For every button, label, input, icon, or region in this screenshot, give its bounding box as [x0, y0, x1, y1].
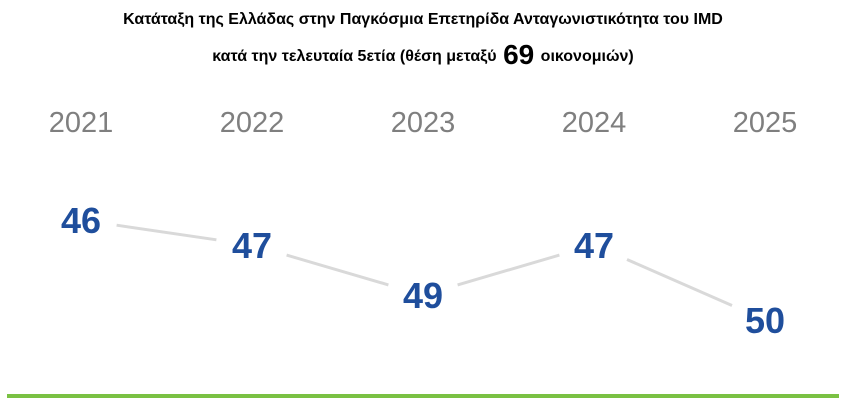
subtitle-text-start: κατά την τελευταία 5ετία (θέση μεταξύ — [212, 48, 497, 65]
connector-lines — [116, 223, 733, 307]
green-baseline — [7, 394, 839, 398]
year-labels: 2021 2022 2023 2024 2025 — [49, 107, 798, 139]
year-label-2023: 2023 — [391, 107, 456, 139]
rank-value-2022: 47 — [232, 225, 272, 266]
connector-2024-2025 — [626, 258, 733, 307]
chart-title: Κατάταξη της Ελλάδας στην Παγκόσμια Επετ… — [123, 11, 723, 28]
rank-value-2024: 47 — [574, 225, 614, 266]
rank-labels: 46 47 49 47 50 — [61, 200, 785, 341]
connector-2022-2023 — [286, 253, 389, 287]
year-label-2024: 2024 — [562, 107, 627, 139]
subtitle-text-end: οικονομιών) — [540, 48, 634, 65]
rank-value-2023: 49 — [403, 275, 443, 316]
connector-2023-2024 — [457, 253, 560, 287]
year-label-2021: 2021 — [49, 107, 114, 139]
economies-count: 69 — [503, 39, 535, 70]
connector-2021-2022 — [116, 223, 217, 242]
rank-value-2025: 50 — [745, 300, 785, 341]
year-label-2025: 2025 — [733, 107, 798, 139]
chart-subtitle: κατά την τελευταία 5ετία (θέση μεταξύ 69… — [0, 41, 846, 69]
year-label-2022: 2022 — [220, 107, 285, 139]
rank-value-2021: 46 — [61, 200, 101, 241]
